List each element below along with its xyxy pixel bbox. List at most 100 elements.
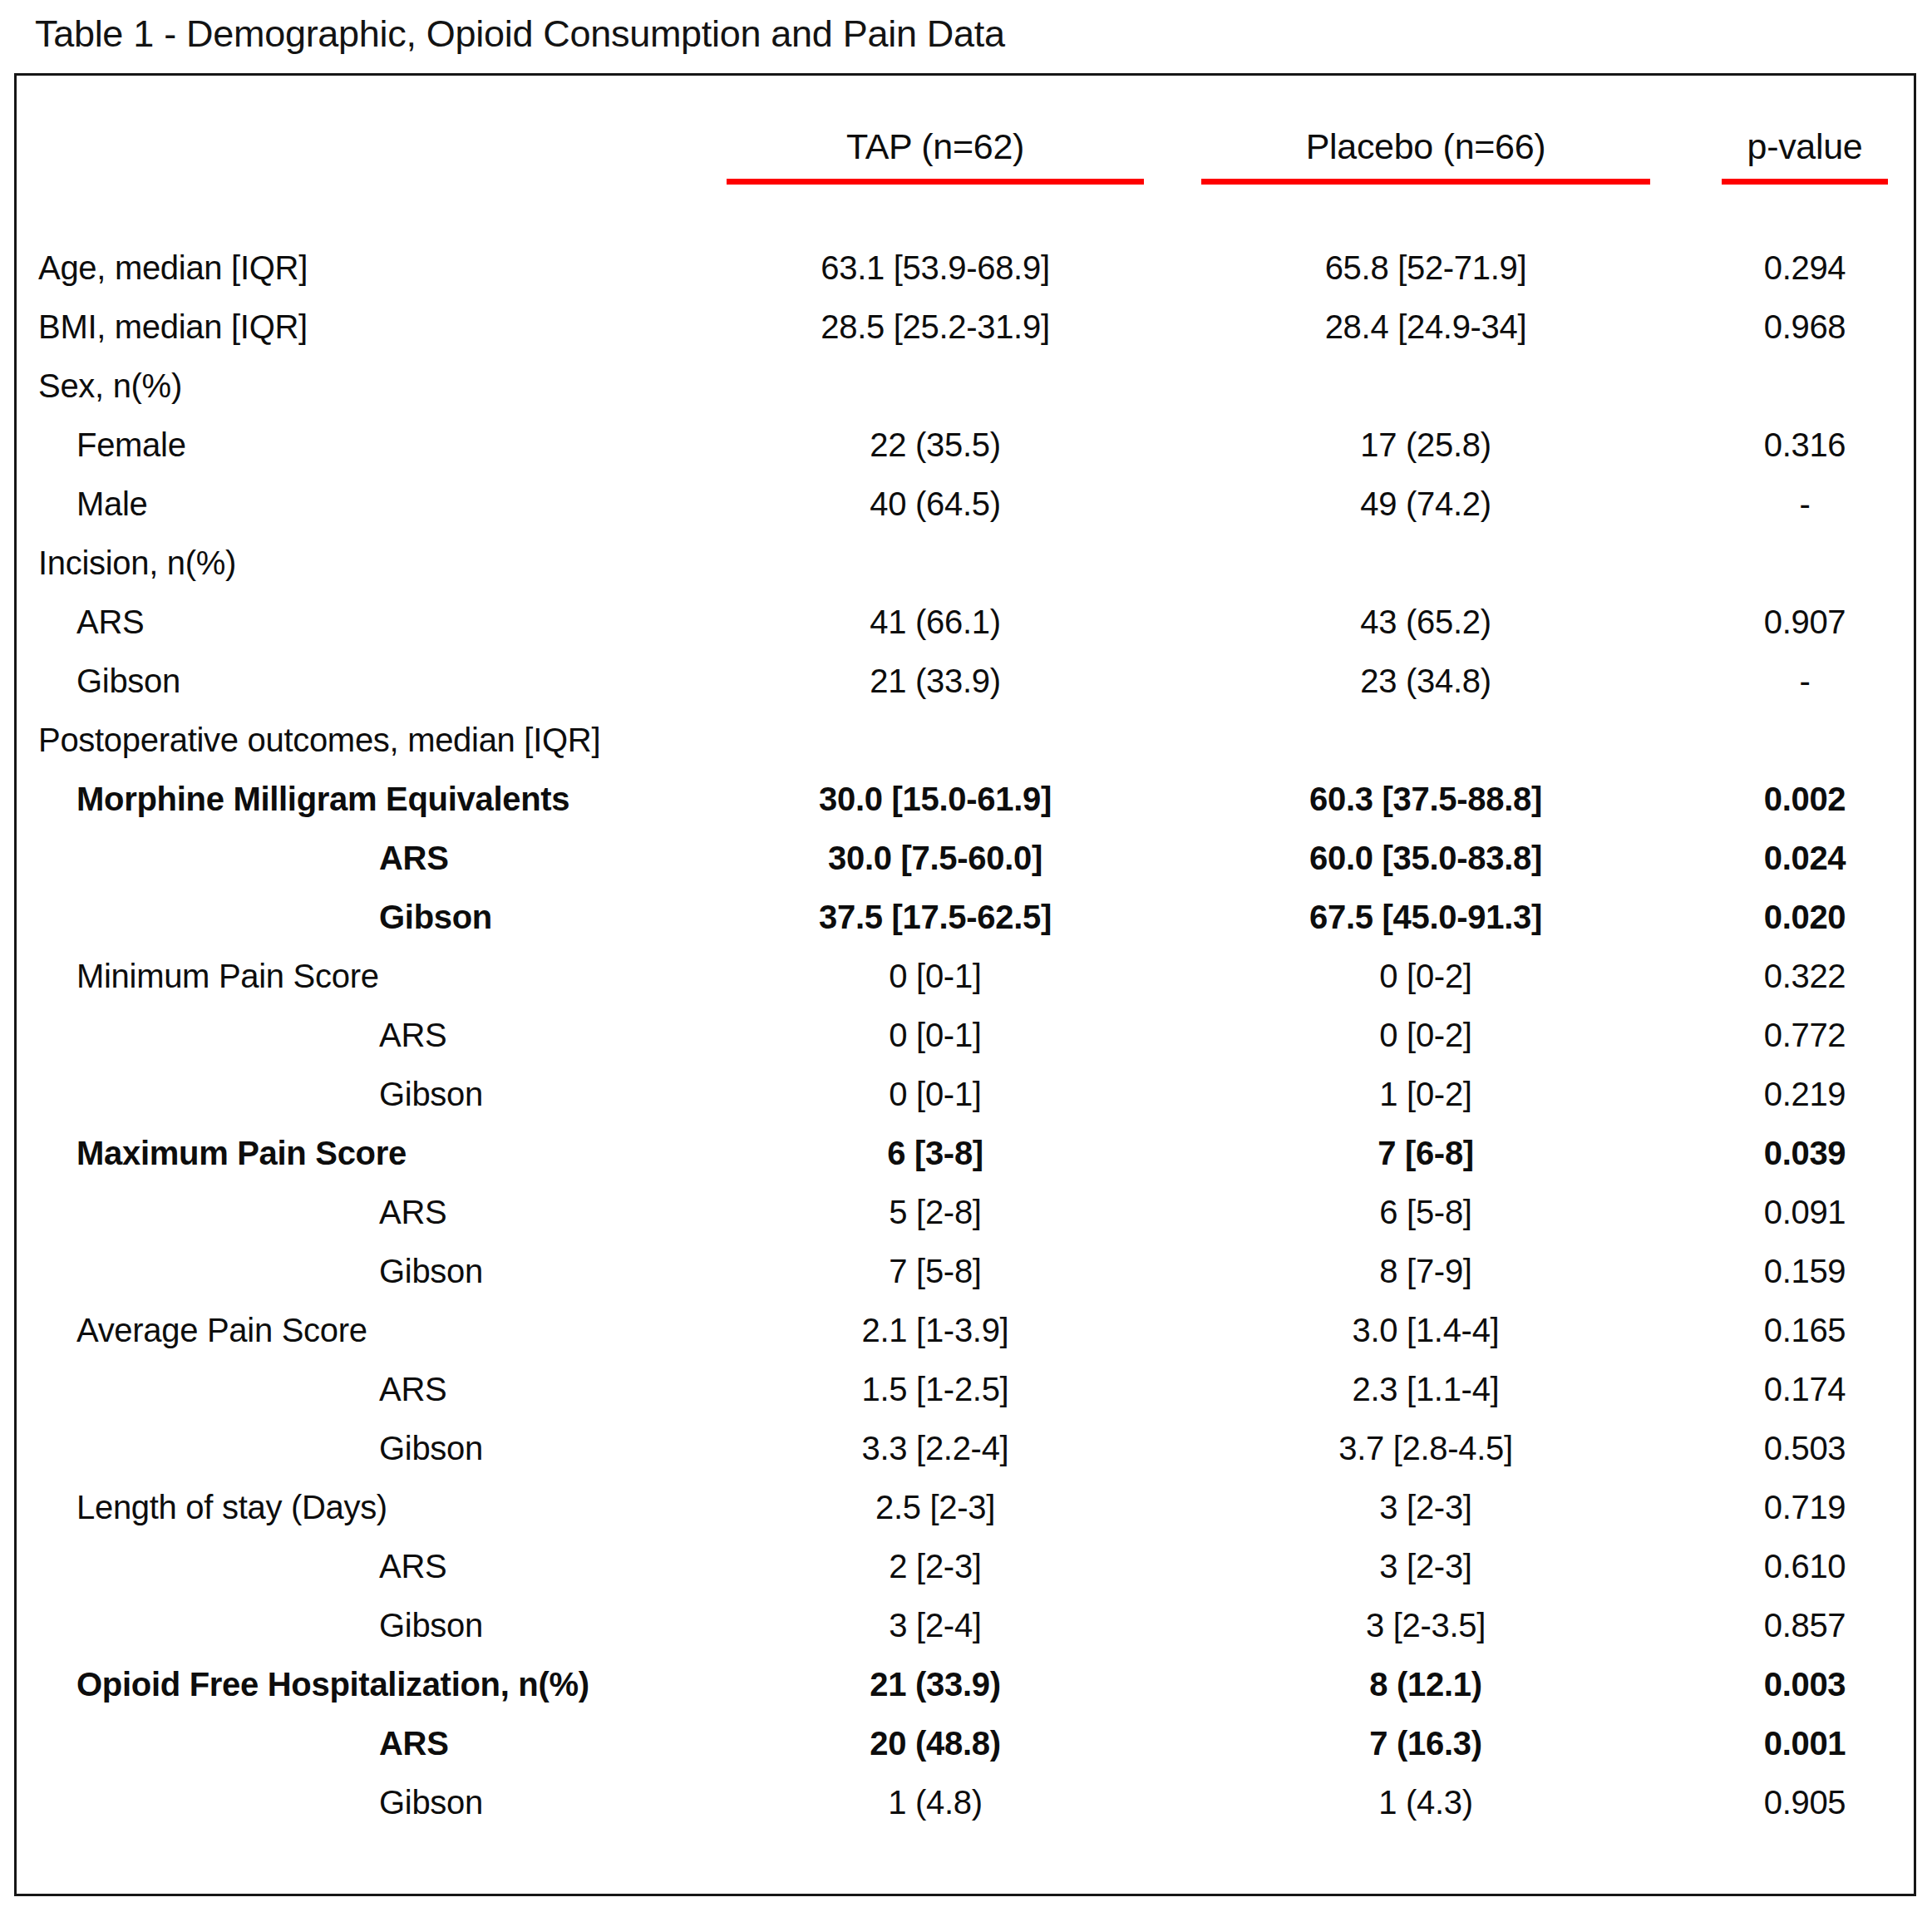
tap-value: 21 (33.9) [715,652,1156,711]
table-row: Minimum Pain Score0 [0-1]0 [0-2]0.322 [17,947,1914,1006]
table-row: Length of stay (Days)2.5 [2-3]3 [2-3]0.7… [17,1478,1914,1537]
p-value: 0.020 [1696,888,1914,947]
red-underline [727,179,1144,185]
table-row: ARS0 [0-1]0 [0-2]0.772 [17,1006,1914,1065]
p-value: 0.002 [1696,770,1914,829]
row-label: Gibson [17,1773,715,1832]
placebo-value: 3.7 [2.8-4.5] [1156,1419,1696,1478]
p-value: 0.907 [1696,593,1914,652]
row-label: ARS [17,1537,715,1596]
row-label: Minimum Pain Score [17,947,715,1006]
tap-value: 2 [2-3] [715,1537,1156,1596]
tap-value [715,711,1156,770]
red-underline [1201,179,1650,185]
table-row: Sex, n(%) [17,357,1914,416]
row-label: Male [17,475,715,534]
p-value: 0.610 [1696,1537,1914,1596]
col-header-tap: TAP (n=62) [715,76,1156,239]
table-row: ARS30.0 [7.5-60.0]60.0 [35.0-83.8]0.024 [17,829,1914,888]
p-value: 0.174 [1696,1360,1914,1419]
placebo-value: 0 [0-2] [1156,947,1696,1006]
placebo-value: 7 (16.3) [1156,1714,1696,1773]
tap-value: 40 (64.5) [715,475,1156,534]
placebo-value: 7 [6-8] [1156,1124,1696,1183]
row-label: Age, median [IQR] [17,239,715,298]
placebo-value: 1 (4.3) [1156,1773,1696,1832]
placebo-value: 1 [0-2] [1156,1065,1696,1124]
p-value: - [1696,652,1914,711]
placebo-value: 23 (34.8) [1156,652,1696,711]
table-row: Opioid Free Hospitalization, n(%)21 (33.… [17,1655,1914,1714]
row-label: ARS [17,593,715,652]
col-header-tap-label: TAP (n=62) [715,76,1156,166]
row-label: Average Pain Score [17,1301,715,1360]
table-row: Incision, n(%) [17,534,1914,593]
tap-value: 0 [0-1] [715,1065,1156,1124]
label-column-header [17,76,715,239]
p-value: 0.159 [1696,1242,1914,1301]
p-value: 0.857 [1696,1596,1914,1655]
row-label: Gibson [17,1596,715,1655]
table-row: Gibson3 [2-4]3 [2-3.5]0.857 [17,1596,1914,1655]
placebo-value: 0 [0-2] [1156,1006,1696,1065]
p-value: 0.024 [1696,829,1914,888]
p-value: 0.322 [1696,947,1914,1006]
table-row: Gibson37.5 [17.5-62.5]67.5 [45.0-91.3]0.… [17,888,1914,947]
placebo-value: 3.0 [1.4-4] [1156,1301,1696,1360]
table-container: TAP (n=62) Placebo (n=66) p-value Age, m… [14,73,1916,1896]
p-value: 0.719 [1696,1478,1914,1537]
table-row: Female22 (35.5)17 (25.8)0.316 [17,416,1914,475]
table-row: ARS41 (66.1)43 (65.2)0.907 [17,593,1914,652]
tap-value: 28.5 [25.2-31.9] [715,298,1156,357]
row-label: Gibson [17,1419,715,1478]
placebo-value: 65.8 [52-71.9] [1156,239,1696,298]
row-label: Gibson [17,1242,715,1301]
placebo-value: 3 [2-3] [1156,1478,1696,1537]
tap-value: 7 [5-8] [715,1242,1156,1301]
table-title: Table 1 - Demographic, Opioid Consumptio… [35,12,1005,57]
p-value: 0.003 [1696,1655,1914,1714]
tap-value: 6 [3-8] [715,1124,1156,1183]
row-label: Gibson [17,1065,715,1124]
row-label: Postoperative outcomes, median [IQR] [17,711,715,770]
placebo-value: 60.0 [35.0-83.8] [1156,829,1696,888]
table-row: Gibson21 (33.9)23 (34.8)- [17,652,1914,711]
p-value: 0.219 [1696,1065,1914,1124]
placebo-value: 8 (12.1) [1156,1655,1696,1714]
table-row: Maximum Pain Score6 [3-8]7 [6-8]0.039 [17,1124,1914,1183]
placebo-value [1156,534,1696,593]
table-row: Average Pain Score2.1 [1-3.9]3.0 [1.4-4]… [17,1301,1914,1360]
tap-value [715,357,1156,416]
table-row: Age, median [IQR]63.1 [53.9-68.9]65.8 [5… [17,239,1914,298]
tap-value: 3.3 [2.2-4] [715,1419,1156,1478]
p-value: 0.503 [1696,1419,1914,1478]
placebo-value: 3 [2-3.5] [1156,1596,1696,1655]
table-row: BMI, median [IQR]28.5 [25.2-31.9]28.4 [2… [17,298,1914,357]
tap-value: 1 (4.8) [715,1773,1156,1832]
row-label: Gibson [17,888,715,947]
row-label: ARS [17,1714,715,1773]
table-row: Gibson7 [5-8]8 [7-9]0.159 [17,1242,1914,1301]
placebo-value: 49 (74.2) [1156,475,1696,534]
data-table: TAP (n=62) Placebo (n=66) p-value Age, m… [17,76,1914,1832]
tap-value: 20 (48.8) [715,1714,1156,1773]
placebo-value: 17 (25.8) [1156,416,1696,475]
tap-value: 0 [0-1] [715,1006,1156,1065]
table-row: Gibson0 [0-1]1 [0-2]0.219 [17,1065,1914,1124]
placebo-value: 3 [2-3] [1156,1537,1696,1596]
row-label: ARS [17,829,715,888]
tap-value [715,534,1156,593]
tap-value: 30.0 [7.5-60.0] [715,829,1156,888]
row-label: Opioid Free Hospitalization, n(%) [17,1655,715,1714]
p-value: 0.294 [1696,239,1914,298]
p-value: 0.905 [1696,1773,1914,1832]
col-header-pvalue: p-value [1696,76,1914,239]
tap-value: 63.1 [53.9-68.9] [715,239,1156,298]
p-value: 0.772 [1696,1006,1914,1065]
red-underline [1722,179,1888,185]
table-row: Morphine Milligram Equivalents30.0 [15.0… [17,770,1914,829]
p-value: 0.165 [1696,1301,1914,1360]
p-value [1696,357,1914,416]
row-label: Incision, n(%) [17,534,715,593]
placebo-value [1156,711,1696,770]
